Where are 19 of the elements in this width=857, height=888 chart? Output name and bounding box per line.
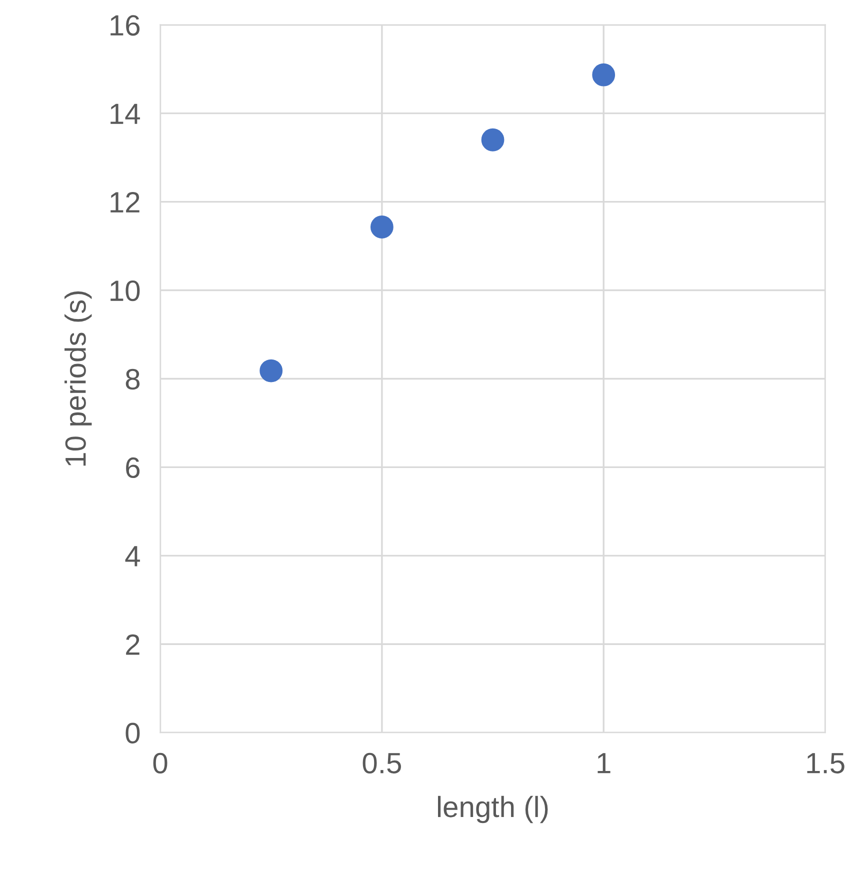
x-tick-label: 0 [153, 752, 168, 774]
x-tick-label: 0.5 [362, 752, 401, 774]
y-tick-label: 2 [126, 634, 140, 655]
y-axis-title: 10 periods (s) [64, 291, 92, 466]
y-tick-label: 16 [110, 15, 140, 36]
y-tick-label: 8 [126, 368, 140, 390]
point [260, 359, 283, 382]
y-tick-label: 10 [110, 280, 140, 302]
x-axis-title: length (l) [438, 796, 548, 824]
y-tick-label: 6 [126, 457, 140, 478]
x-tick-label: 1 [598, 753, 610, 774]
x-tick-label: 1.5 [807, 753, 844, 774]
point [481, 128, 504, 152]
y-tick-label: 0 [126, 722, 140, 744]
y-tick-label: 14 [110, 104, 140, 124]
y-tick-label: 4 [125, 546, 140, 566]
point [370, 216, 394, 238]
point [592, 63, 616, 86]
y-tick-label: 12 [110, 192, 140, 212]
